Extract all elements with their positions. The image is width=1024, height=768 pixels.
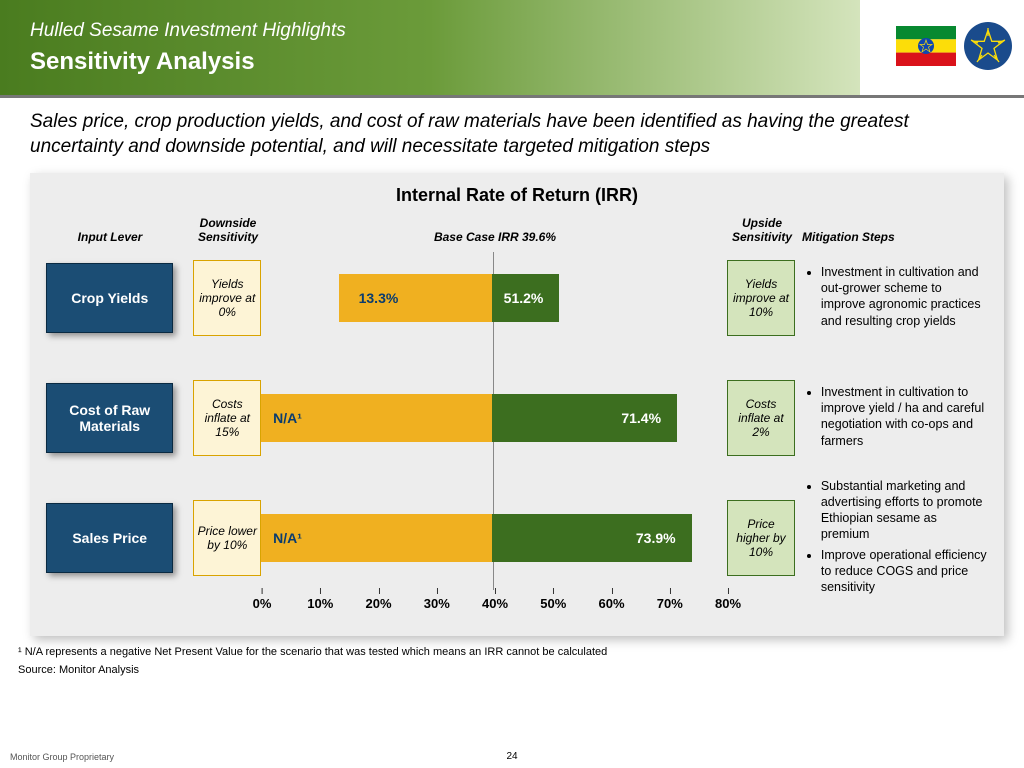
axis-tick: 0% bbox=[253, 596, 272, 611]
column-headers: Input Lever Downside Sensitivity Base Ca… bbox=[46, 216, 988, 244]
downside-bar: 13.3% bbox=[339, 274, 492, 322]
x-axis: 0%10%20%30%40%50%60%70%80% bbox=[262, 596, 728, 626]
col-lever: Input Lever bbox=[46, 230, 174, 244]
downside-bar: N/A¹ bbox=[261, 514, 492, 562]
upside-bar: 71.4% bbox=[492, 394, 677, 442]
header: Hulled Sesame Investment Highlights Sens… bbox=[0, 0, 1024, 95]
intro-text: Sales price, crop production yields, and… bbox=[0, 98, 1024, 167]
chart-title: Internal Rate of Return (IRR) bbox=[46, 185, 988, 206]
axis-tick: 20% bbox=[365, 596, 391, 611]
lever-box: Cost of Raw Materials bbox=[46, 383, 173, 453]
header-subtitle: Hulled Sesame Investment Highlights bbox=[30, 20, 830, 42]
mitigation-text: Substantial marketing and advertising ef… bbox=[801, 478, 988, 600]
col-upside: Upside Sensitivity bbox=[728, 216, 796, 244]
header-gradient: Hulled Sesame Investment Highlights Sens… bbox=[0, 0, 860, 95]
bar-track: N/A¹73.9% bbox=[261, 500, 727, 576]
ethiopia-emblem-icon bbox=[964, 22, 1012, 70]
col-downside: Downside Sensitivity bbox=[194, 216, 262, 244]
upside-scenario-box: Yields improve at 10% bbox=[727, 260, 795, 336]
axis-tick: 50% bbox=[540, 596, 566, 611]
page-number: 24 bbox=[506, 751, 517, 762]
axis-tick: 40% bbox=[482, 596, 508, 611]
downside-scenario-box: Costs inflate at 15% bbox=[193, 380, 261, 456]
chart-row: Sales PricePrice lower by 10%N/A¹73.9%Pr… bbox=[46, 492, 988, 584]
axis-tick: 70% bbox=[657, 596, 683, 611]
lever-box: Sales Price bbox=[46, 503, 173, 573]
upside-bar: 51.2% bbox=[492, 274, 560, 322]
mitigation-text: Investment in cultivation to improve yie… bbox=[801, 384, 988, 453]
axis-tick: 10% bbox=[307, 596, 333, 611]
chart-row: Cost of Raw Materials Costs inflate at 15… bbox=[46, 372, 988, 464]
bar-track: 13.3%51.2% bbox=[261, 260, 727, 336]
footnote: ¹ N/A represents a negative Net Present … bbox=[0, 640, 1024, 658]
axis-tick: 80% bbox=[715, 596, 741, 611]
bar-track: N/A¹71.4% bbox=[261, 380, 727, 456]
downside-bar: N/A¹ bbox=[261, 394, 492, 442]
header-icons bbox=[896, 22, 1012, 70]
plot-area: Crop YieldsYields improve at 0%13.3%51.2… bbox=[46, 252, 988, 584]
upside-scenario-box: Price higher by 10% bbox=[727, 500, 795, 576]
upside-bar: 73.9% bbox=[492, 514, 692, 562]
proprietary-label: Monitor Group Proprietary bbox=[10, 752, 114, 762]
lever-box: Crop Yields bbox=[46, 263, 173, 333]
chart-panel: Internal Rate of Return (IRR) Input Leve… bbox=[30, 173, 1004, 636]
axis-tick: 60% bbox=[598, 596, 624, 611]
chart-row: Crop YieldsYields improve at 0%13.3%51.2… bbox=[46, 252, 988, 344]
upside-scenario-box: Costs inflate at 2% bbox=[727, 380, 795, 456]
axis-tick: 30% bbox=[424, 596, 450, 611]
ethiopia-flag-icon bbox=[896, 26, 956, 66]
downside-scenario-box: Price lower by 10% bbox=[193, 500, 261, 576]
col-base: Base Case IRR 39.6% bbox=[262, 230, 728, 244]
mitigation-text: Investment in cultivation and out-grower… bbox=[801, 264, 988, 333]
downside-scenario-box: Yields improve at 0% bbox=[193, 260, 261, 336]
page-title: Sensitivity Analysis bbox=[30, 48, 830, 76]
col-mitigation: Mitigation Steps bbox=[802, 230, 980, 244]
source-line: Source: Monitor Analysis bbox=[0, 658, 1024, 676]
